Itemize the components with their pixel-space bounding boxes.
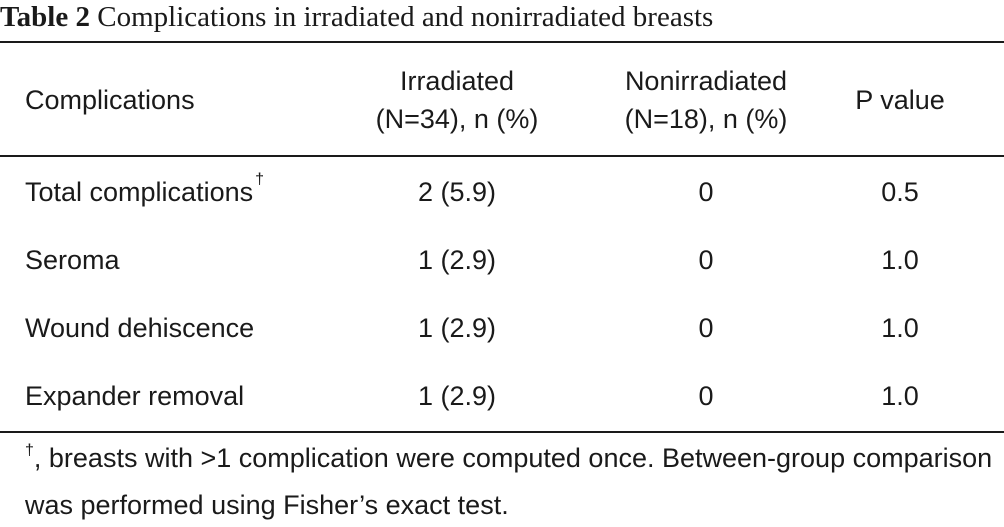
cell-p-value: 1.0	[881, 312, 919, 343]
header-complications: Complications	[25, 56, 355, 144]
cell-irradiated: 1 (2.9)	[417, 312, 497, 343]
cell-irradiated: 1 (2.9)	[417, 380, 497, 411]
table-header-row: Complications Irradiated (N=34), n (%) N…	[0, 56, 1004, 144]
table-title: Complications in irradiated and nonirrad…	[97, 1, 714, 33]
cell-nonirradiated: 0	[698, 312, 714, 343]
cell-nonirradiated: 0	[698, 244, 714, 275]
header-irradiated-line2: (N=34), n (%)	[375, 104, 539, 134]
cell-irradiated: 1 (2.9)	[417, 244, 497, 275]
footnote-dagger: †	[25, 442, 34, 459]
table-row: Seroma 1 (2.9) 0 1.0	[0, 226, 1004, 294]
row-label: Wound dehiscence	[25, 312, 255, 343]
footnote-text: , breasts with >1 complication were comp…	[25, 443, 993, 520]
table-row: Total complications † 2 (5.9) 0 0.5	[0, 158, 1004, 226]
header-complications-label: Complications	[25, 84, 195, 115]
table-row: Wound dehiscence 1 (2.9) 0 1.0	[0, 294, 1004, 362]
cell-p-value: 1.0	[881, 380, 919, 411]
top-rule	[0, 41, 1004, 43]
table-row: Expander removal 1 (2.9) 0 1.0	[0, 362, 1004, 430]
cell-p-value: 1.0	[881, 244, 919, 275]
row-label: Seroma	[25, 244, 120, 275]
header-rule	[0, 155, 1004, 157]
cell-nonirradiated: 0	[698, 380, 714, 411]
header-irradiated-line1: Irradiated	[399, 66, 515, 96]
bottom-rule	[0, 431, 1004, 433]
header-p-value-label: P value	[855, 84, 945, 115]
header-irradiated: Irradiated (N=34), n (%)	[345, 56, 569, 144]
table-footnote: †, breasts with >1 complication were com…	[25, 437, 995, 527]
header-p-value: P value	[830, 56, 970, 144]
row-label: Total complications †	[25, 158, 355, 226]
row-label-text: Total complications	[25, 176, 254, 207]
header-nonirradiated: Nonirradiated (N=18), n (%)	[595, 56, 817, 144]
table-caption: Table 2 Complications in irradiated and …	[0, 0, 713, 40]
cell-irradiated: 2 (5.9)	[417, 176, 497, 207]
header-nonirradiated-line1: Nonirradiated	[624, 66, 788, 96]
table-number: Table 2	[0, 1, 90, 33]
dagger-mark: †	[255, 171, 265, 188]
header-nonirradiated-line2: (N=18), n (%)	[624, 104, 788, 134]
row-label: Expander removal	[25, 380, 245, 411]
cell-p-value: 0.5	[881, 176, 919, 207]
cell-nonirradiated: 0	[698, 176, 714, 207]
